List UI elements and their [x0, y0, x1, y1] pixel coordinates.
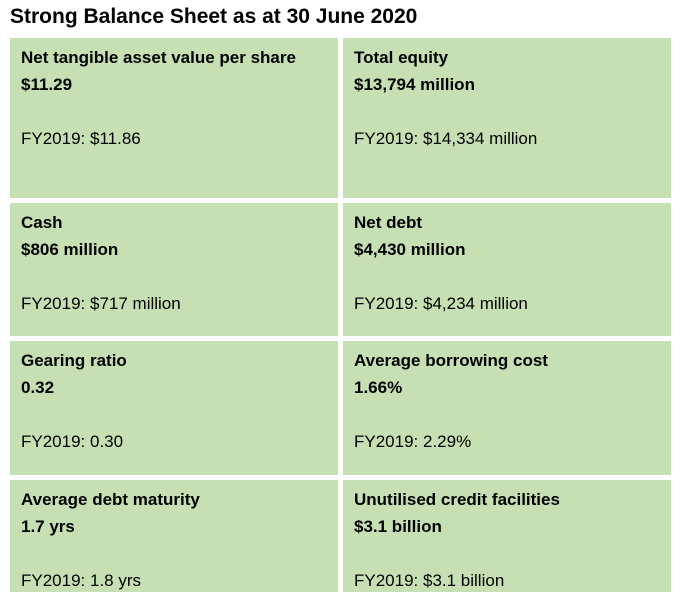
metric-cell-average-debt-maturity: Average debt maturity 1.7 yrs FY2019: 1.… — [10, 480, 338, 592]
metric-label: Net debt — [354, 213, 422, 232]
metric-cell-net-tangible-asset-value: Net tangible asset value per share $11.2… — [10, 38, 338, 198]
metric-value: $3.1 billion — [354, 517, 442, 536]
metric-prior-year: FY2019: 2.29% — [354, 432, 472, 451]
metric-value: 1.7 yrs — [21, 517, 75, 536]
metric-value: $13,794 million — [354, 75, 475, 94]
metric-value: $11.29 — [21, 75, 73, 94]
metric-label: Net tangible asset value per share — [21, 48, 296, 67]
metric-prior-year: FY2019: 1.8 yrs — [21, 571, 142, 590]
metric-label: Average debt maturity — [21, 490, 200, 509]
metric-prior-year: FY2019: $11.86 — [21, 129, 141, 148]
metric-label: Average borrowing cost — [354, 351, 548, 370]
metric-cell-unutilised-credit-facilities: Unutilised credit facilities $3.1 billio… — [343, 480, 671, 592]
metric-cell-average-borrowing-cost: Average borrowing cost 1.66% FY2019: 2.2… — [343, 341, 671, 475]
balance-sheet-table: Net tangible asset value per share $11.2… — [10, 38, 671, 592]
metric-prior-year: FY2019: 0.30 — [21, 432, 124, 451]
metric-cell-net-debt: Net debt $4,430 million FY2019: $4,234 m… — [343, 203, 671, 336]
metric-prior-year: FY2019: $14,334 million — [354, 129, 538, 148]
metric-cell-total-equity: Total equity $13,794 million FY2019: $14… — [343, 38, 671, 198]
metric-prior-year: FY2019: $717 million — [21, 294, 181, 313]
metric-label: Unutilised credit facilities — [354, 490, 560, 509]
metric-value: 1.66% — [354, 378, 403, 397]
page-title: Strong Balance Sheet as at 30 June 2020 — [10, 5, 418, 28]
metric-value: 0.32 — [21, 378, 55, 397]
metric-value: $4,430 million — [354, 240, 466, 259]
metric-prior-year: FY2019: $4,234 million — [354, 294, 528, 313]
metric-label: Cash — [21, 213, 63, 232]
metric-label: Total equity — [354, 48, 449, 67]
metric-prior-year: FY2019: $3.1 billion — [354, 571, 505, 590]
metric-cell-gearing-ratio: Gearing ratio 0.32 FY2019: 0.30 — [10, 341, 338, 475]
metric-cell-cash: Cash $806 million FY2019: $717 million — [10, 203, 338, 336]
metric-value: $806 million — [21, 240, 119, 259]
metric-label: Gearing ratio — [21, 351, 127, 370]
